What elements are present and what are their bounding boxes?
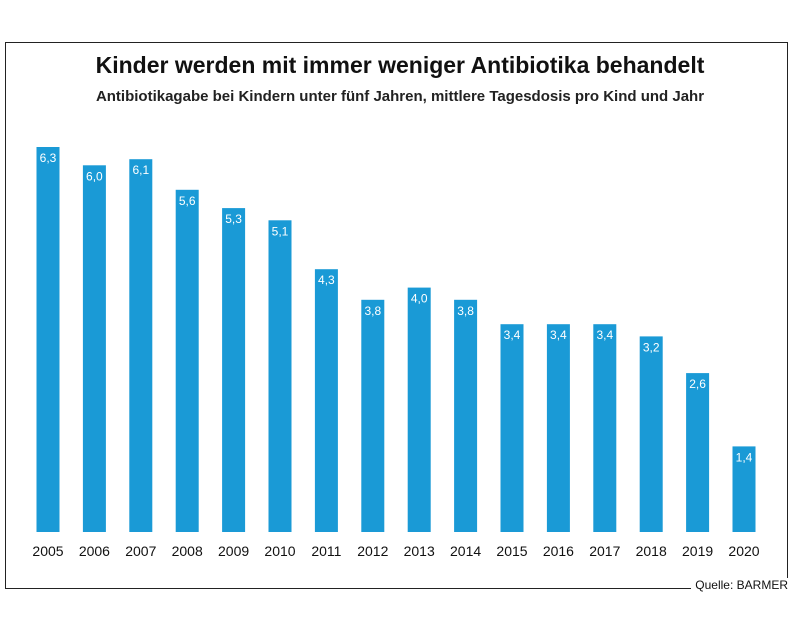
x-tick-label-2020: 2020 bbox=[728, 543, 759, 559]
source-note: Quelle: BARMER bbox=[691, 578, 788, 592]
x-tick-label-2012: 2012 bbox=[357, 543, 388, 559]
data-label-2011: 4,3 bbox=[318, 273, 335, 287]
data-label-2007: 6,1 bbox=[132, 163, 149, 177]
x-tick-label-2019: 2019 bbox=[682, 543, 713, 559]
x-tick-label-2013: 2013 bbox=[404, 543, 435, 559]
x-tick-label-2008: 2008 bbox=[172, 543, 203, 559]
x-tick-label-2007: 2007 bbox=[125, 543, 156, 559]
data-label-2017: 3,4 bbox=[596, 328, 613, 342]
x-tick-label-2016: 2016 bbox=[543, 543, 574, 559]
data-label-2012: 3,8 bbox=[364, 304, 381, 318]
bar-2006 bbox=[82, 165, 106, 533]
bar-2018 bbox=[639, 336, 663, 532]
x-tick-label-2009: 2009 bbox=[218, 543, 249, 559]
bar-2009 bbox=[222, 208, 246, 532]
data-label-2019: 2,6 bbox=[689, 377, 706, 391]
data-label-2015: 3,4 bbox=[504, 328, 521, 342]
data-label-2009: 5,3 bbox=[225, 212, 242, 226]
bar-2005 bbox=[36, 147, 60, 532]
data-label-2006: 6,0 bbox=[86, 169, 103, 183]
bar-2017 bbox=[593, 324, 617, 532]
x-tick-label-2015: 2015 bbox=[496, 543, 527, 559]
data-label-2020: 1,4 bbox=[736, 450, 753, 464]
x-tick-label-2011: 2011 bbox=[311, 543, 341, 559]
bar-2016 bbox=[546, 324, 570, 532]
bar-2012 bbox=[361, 299, 385, 532]
bar-2008 bbox=[175, 189, 199, 533]
bar-2013 bbox=[407, 287, 431, 532]
chart-subtitle: Antibiotikagabe bei Kindern unter fünf J… bbox=[95, 88, 705, 105]
x-tick-label-2017: 2017 bbox=[589, 543, 620, 559]
data-label-2014: 3,8 bbox=[457, 304, 474, 318]
bar-2007 bbox=[129, 159, 153, 532]
data-label-2010: 5,1 bbox=[272, 224, 289, 238]
x-tick-label-2006: 2006 bbox=[79, 543, 110, 559]
bar-2015 bbox=[500, 324, 524, 532]
x-tick-label-2010: 2010 bbox=[264, 543, 295, 559]
bar-2011 bbox=[314, 269, 338, 532]
data-label-2008: 5,6 bbox=[179, 194, 196, 208]
source-line bbox=[5, 588, 700, 589]
x-tick-label-2018: 2018 bbox=[636, 543, 667, 559]
data-label-2016: 3,4 bbox=[550, 328, 567, 342]
x-tick-label-2005: 2005 bbox=[32, 543, 63, 559]
bar-2014 bbox=[454, 299, 478, 532]
chart-title: Kinder werden mit immer weniger Antibiot… bbox=[95, 52, 705, 78]
x-tick-label-2014: 2014 bbox=[450, 543, 481, 559]
bar-2019 bbox=[686, 373, 710, 532]
data-label-2013: 4,0 bbox=[411, 292, 428, 306]
bar-2010 bbox=[268, 220, 292, 533]
data-label-2018: 3,2 bbox=[643, 340, 660, 354]
bar-2020 bbox=[732, 446, 756, 532]
chart-frame bbox=[5, 42, 788, 589]
data-label-2005: 6,3 bbox=[40, 151, 57, 165]
